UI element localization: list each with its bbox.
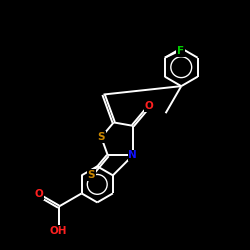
Text: O: O bbox=[35, 189, 43, 199]
Text: S: S bbox=[88, 170, 95, 180]
Text: OH: OH bbox=[50, 226, 68, 236]
Text: F: F bbox=[177, 46, 184, 56]
Text: N: N bbox=[128, 150, 137, 160]
Text: O: O bbox=[145, 101, 154, 111]
Text: S: S bbox=[98, 132, 105, 142]
